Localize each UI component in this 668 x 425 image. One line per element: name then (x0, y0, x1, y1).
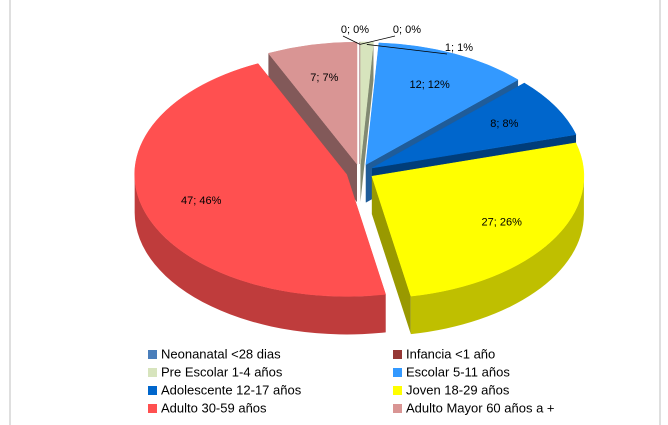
slice (371, 142, 585, 335)
data-label: 0; 0% (393, 24, 421, 36)
legend-label: Adolescente 12-17 años (161, 382, 302, 397)
legend-label: Neonanatal <28 dias (161, 346, 281, 361)
slice-top (371, 142, 585, 297)
slice-wall (410, 176, 584, 335)
legend-label: Infancia <1 año (406, 346, 495, 361)
slice (134, 63, 386, 335)
leader-line (359, 35, 396, 45)
data-label: 0; 0% (341, 24, 369, 36)
slice-side (360, 42, 374, 202)
data-label: 1; 1% (445, 42, 473, 54)
legend-swatch (148, 368, 157, 377)
leader-line (366, 44, 448, 55)
slice-top (365, 42, 519, 166)
slice-top (372, 82, 577, 169)
slice-top (134, 63, 386, 297)
leader-line (342, 35, 361, 45)
slice-side (371, 176, 411, 335)
data-label: 7; 7% (310, 72, 338, 84)
slice-wall (134, 174, 386, 335)
slice-top (360, 41, 374, 164)
legend-label: Adulto Mayor 60 años a + (406, 400, 555, 415)
data-label: 8; 8% (490, 118, 518, 130)
data-label: 47; 46% (181, 195, 222, 207)
slice (360, 41, 374, 202)
legend-label: Joven 18-29 años (406, 382, 510, 397)
legend-swatch (393, 386, 402, 395)
data-label: 12; 12% (409, 79, 450, 91)
legend-label: Adulto 30-59 años (161, 400, 267, 415)
legend-swatch (148, 386, 157, 395)
legend-swatch (393, 350, 402, 359)
legend-swatch (148, 350, 157, 359)
legend-swatch (148, 404, 157, 413)
data-label: 27; 26% (481, 216, 522, 228)
legend-swatch (393, 404, 402, 413)
legend-label: Pre Escolar 1-4 años (161, 364, 283, 379)
legend-label: Escolar 5-11 años (406, 364, 510, 379)
slice-top (267, 41, 358, 165)
legend-swatch (393, 368, 402, 377)
